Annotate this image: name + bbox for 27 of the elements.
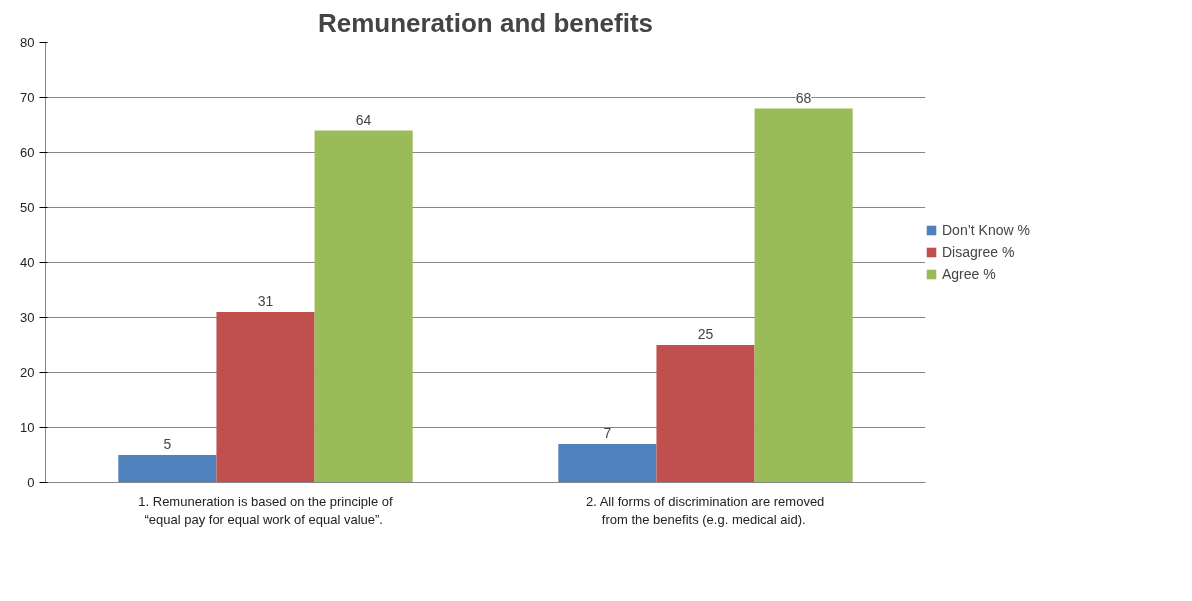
- legend-label: Don’t Know %: [942, 222, 1030, 238]
- y-tick-label: 0: [27, 475, 35, 490]
- data-label: 7: [603, 425, 612, 441]
- y-tick-label: 20: [20, 365, 35, 380]
- y-tick-label: 60: [20, 145, 35, 160]
- data-label: 68: [795, 89, 812, 106]
- bar: [314, 130, 413, 483]
- x-tick-label: 1. Remuneration is based on the principle of “equal pay for equal work of equal value”.: [138, 493, 394, 527]
- y-tick-label: 50: [20, 200, 35, 215]
- y-tick-label: 30: [20, 310, 35, 325]
- x-tick-label: 2. All forms of discrimination are removed from the benefits (e.g. medical aid).: [585, 493, 825, 527]
- y-tick-label: 10: [20, 420, 35, 435]
- bar: [558, 444, 657, 483]
- y-tick-label: 80: [20, 35, 35, 50]
- chart-title: Remuneration and benefits: [317, 7, 654, 38]
- data-label: 5: [163, 436, 172, 452]
- y-tick-label: 40: [20, 255, 35, 270]
- data-label: 31: [257, 293, 274, 309]
- data-label: 64: [355, 111, 372, 128]
- legend-label: Disagree %: [942, 244, 1015, 260]
- bar: [656, 345, 755, 483]
- data-label: 25: [697, 326, 714, 342]
- bar: [216, 312, 315, 483]
- y-tick-label: 70: [20, 90, 35, 105]
- bar: [754, 108, 853, 483]
- legend-label: Agree %: [942, 266, 996, 282]
- bar: [118, 455, 217, 483]
